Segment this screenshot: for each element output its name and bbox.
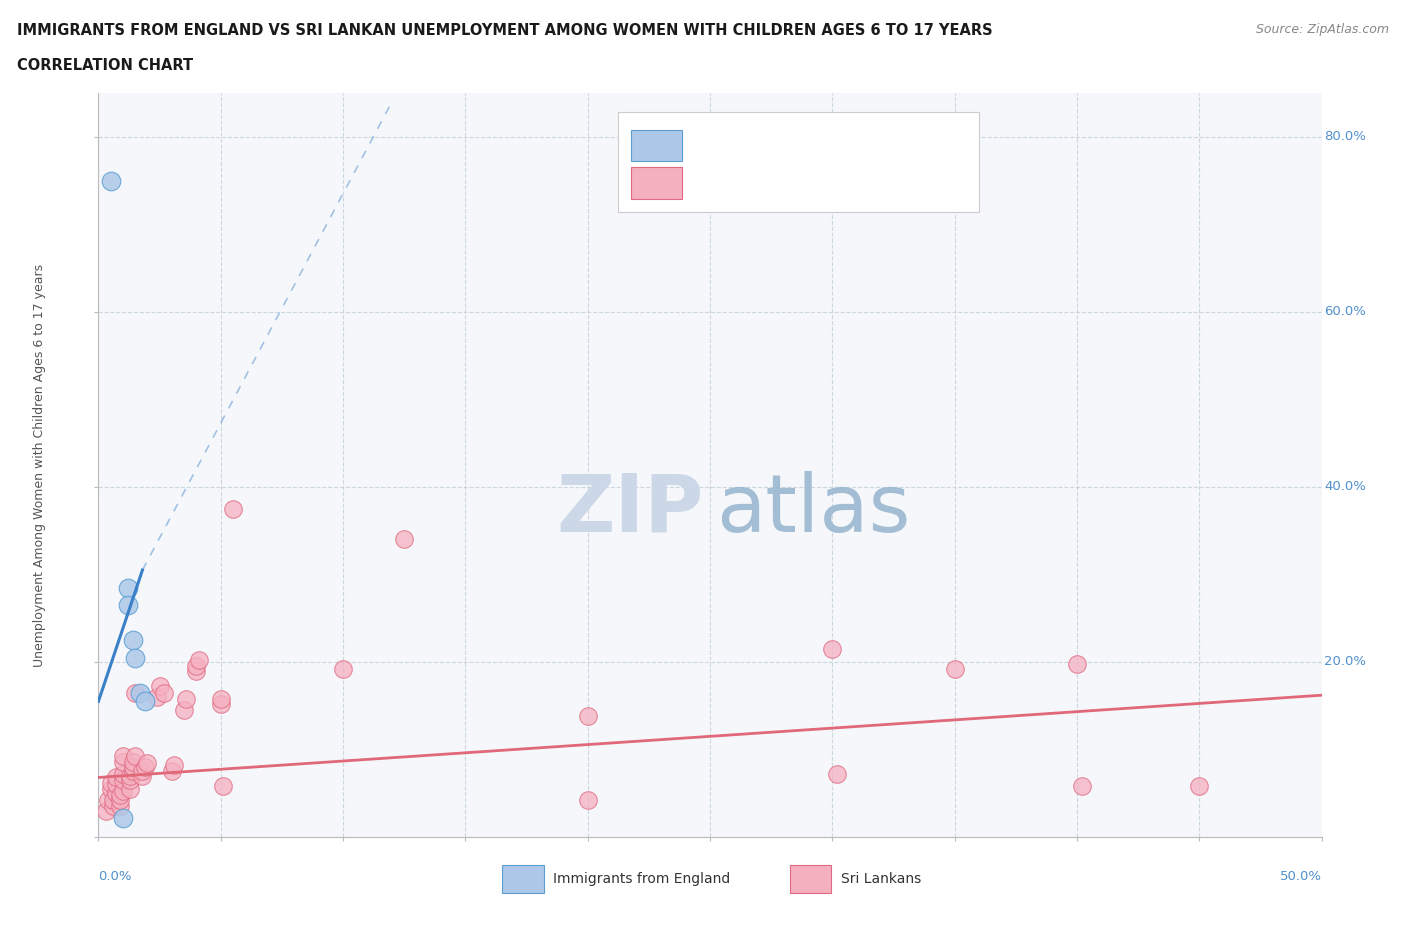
Point: [120, 781, 142, 796]
Text: CORRELATION CHART: CORRELATION CHART: [17, 58, 193, 73]
Point: [110, 792, 132, 807]
Point: [136, 755, 159, 770]
Text: 0.179: 0.179: [735, 176, 782, 191]
Bar: [630, 167, 682, 199]
Text: 0.170: 0.170: [735, 139, 782, 153]
Point: [110, 788, 132, 803]
Point: [332, 661, 354, 676]
Point: [124, 650, 146, 665]
Point: [104, 777, 127, 792]
Text: 50.0%: 50.0%: [1279, 870, 1322, 883]
Point: [186, 663, 208, 678]
Point: [576, 709, 599, 724]
Text: Sri Lankans: Sri Lankans: [841, 871, 921, 885]
Text: Source: ZipAtlas.com: Source: ZipAtlas.com: [1256, 23, 1389, 36]
Point: [209, 697, 232, 711]
Point: [117, 598, 139, 613]
Point: [160, 764, 183, 778]
Point: [134, 760, 156, 775]
Text: IMMIGRANTS FROM ENGLAND VS SRI LANKAN UNEMPLOYMENT AMONG WOMEN WITH CHILDREN AGE: IMMIGRANTS FROM ENGLAND VS SRI LANKAN UN…: [17, 23, 993, 38]
Point: [104, 770, 127, 785]
Bar: [630, 130, 682, 162]
Point: [104, 786, 127, 801]
FancyBboxPatch shape: [619, 112, 979, 212]
Point: [222, 501, 245, 516]
Point: [111, 773, 134, 788]
Bar: [502, 865, 544, 893]
Text: 10: 10: [846, 139, 868, 153]
Bar: [790, 865, 831, 893]
Text: Unemployment Among Women with Children Ages 6 to 17 years: Unemployment Among Women with Children A…: [34, 263, 46, 667]
Point: [124, 749, 146, 764]
Point: [176, 691, 198, 706]
Text: ZIP: ZIP: [557, 471, 704, 549]
Point: [111, 810, 134, 825]
Text: 60.0%: 60.0%: [1324, 305, 1367, 318]
Point: [124, 685, 146, 700]
Point: [163, 758, 186, 773]
Point: [1066, 657, 1088, 671]
Point: [100, 781, 122, 796]
Text: R =: R =: [696, 176, 727, 191]
Text: N =: N =: [808, 139, 841, 153]
Point: [173, 703, 195, 718]
Point: [131, 768, 153, 783]
Text: 49: 49: [846, 176, 868, 191]
Point: [576, 792, 599, 807]
Point: [821, 642, 844, 657]
Point: [121, 632, 143, 647]
Point: [1070, 778, 1092, 793]
Point: [100, 173, 122, 188]
Point: [111, 784, 134, 799]
Point: [100, 776, 122, 790]
Point: [943, 661, 966, 676]
Point: [120, 773, 142, 788]
Point: [134, 694, 156, 709]
Point: [129, 685, 152, 700]
Text: R =: R =: [696, 139, 727, 153]
Point: [149, 679, 172, 694]
Text: 0.0%: 0.0%: [98, 870, 132, 883]
Point: [121, 754, 143, 769]
Point: [121, 764, 143, 778]
Point: [94, 804, 117, 818]
Point: [117, 580, 139, 595]
Point: [212, 778, 235, 793]
Point: [392, 532, 416, 547]
Point: [120, 768, 142, 783]
Point: [187, 653, 209, 668]
Text: N =: N =: [808, 176, 841, 191]
Point: [825, 766, 848, 781]
Point: [121, 760, 143, 775]
Text: 40.0%: 40.0%: [1324, 481, 1367, 494]
Text: 80.0%: 80.0%: [1324, 130, 1367, 143]
Text: 20.0%: 20.0%: [1324, 656, 1367, 669]
Point: [146, 689, 169, 704]
Text: Immigrants from England: Immigrants from England: [554, 871, 731, 885]
Point: [1188, 778, 1211, 793]
Point: [111, 766, 134, 781]
Point: [110, 799, 132, 814]
Point: [97, 792, 120, 807]
Point: [209, 691, 232, 706]
Point: [131, 764, 153, 778]
Point: [101, 792, 124, 807]
Point: [153, 685, 176, 700]
Point: [186, 658, 208, 673]
Text: atlas: atlas: [716, 471, 911, 549]
Point: [111, 754, 134, 769]
Point: [101, 799, 124, 814]
Point: [111, 749, 134, 764]
